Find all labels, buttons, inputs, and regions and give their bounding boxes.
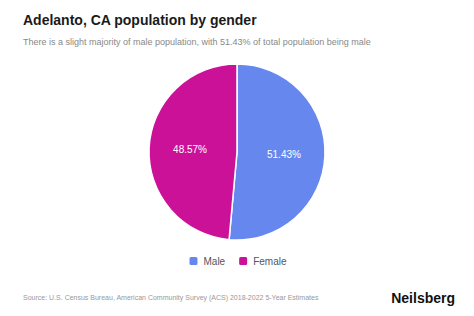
svg-text:There is a slight majority of: There is a slight majority of male popul… [23,37,371,47]
svg-text:Source: U.S. Census Bureau, Am: Source: U.S. Census Bureau, American Com… [23,294,319,302]
svg-text:Male: Male [203,256,225,267]
svg-text:48.57%: 48.57% [173,144,207,155]
svg-text:Female: Female [253,256,287,267]
svg-text:Neilsberg: Neilsberg [391,290,455,306]
svg-text:Adelanto, CA population by gen: Adelanto, CA population by gender [23,12,257,28]
svg-text:51.43%: 51.43% [267,149,301,160]
